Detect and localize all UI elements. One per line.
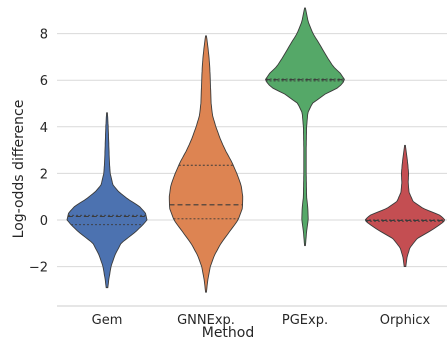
violin-body xyxy=(364,144,446,268)
violin-pgexp xyxy=(265,7,345,247)
y-tick-label: 4 xyxy=(40,121,48,136)
x-tick-label: GNNExp. xyxy=(177,313,235,328)
x-tick-label: Gem xyxy=(92,313,123,328)
y-axis-label: Log-odds difference xyxy=(11,100,27,239)
y-tick-label: 0 xyxy=(40,214,48,229)
violin-gnnexp xyxy=(168,35,244,293)
violin-gem xyxy=(66,112,148,289)
y-tick-label: 8 xyxy=(40,28,48,43)
x-axis-label: Method xyxy=(202,325,255,339)
x-tick-labels: Gem GNNExp. PGExp. Orphicx xyxy=(92,313,431,328)
x-tick-label: Orphicx xyxy=(380,313,431,328)
y-tick-labels: −2 0 2 4 6 8 xyxy=(29,28,48,276)
y-tick-label: −2 xyxy=(29,261,48,276)
y-tick-label: 2 xyxy=(40,167,48,182)
violin-body xyxy=(265,7,345,247)
y-tick-label: 6 xyxy=(40,74,48,89)
violin-layer xyxy=(66,7,446,293)
violin-body xyxy=(66,112,148,289)
violin-orphicx xyxy=(364,144,446,268)
violin-body xyxy=(168,35,244,293)
x-tick-label: PGExp. xyxy=(282,313,328,328)
